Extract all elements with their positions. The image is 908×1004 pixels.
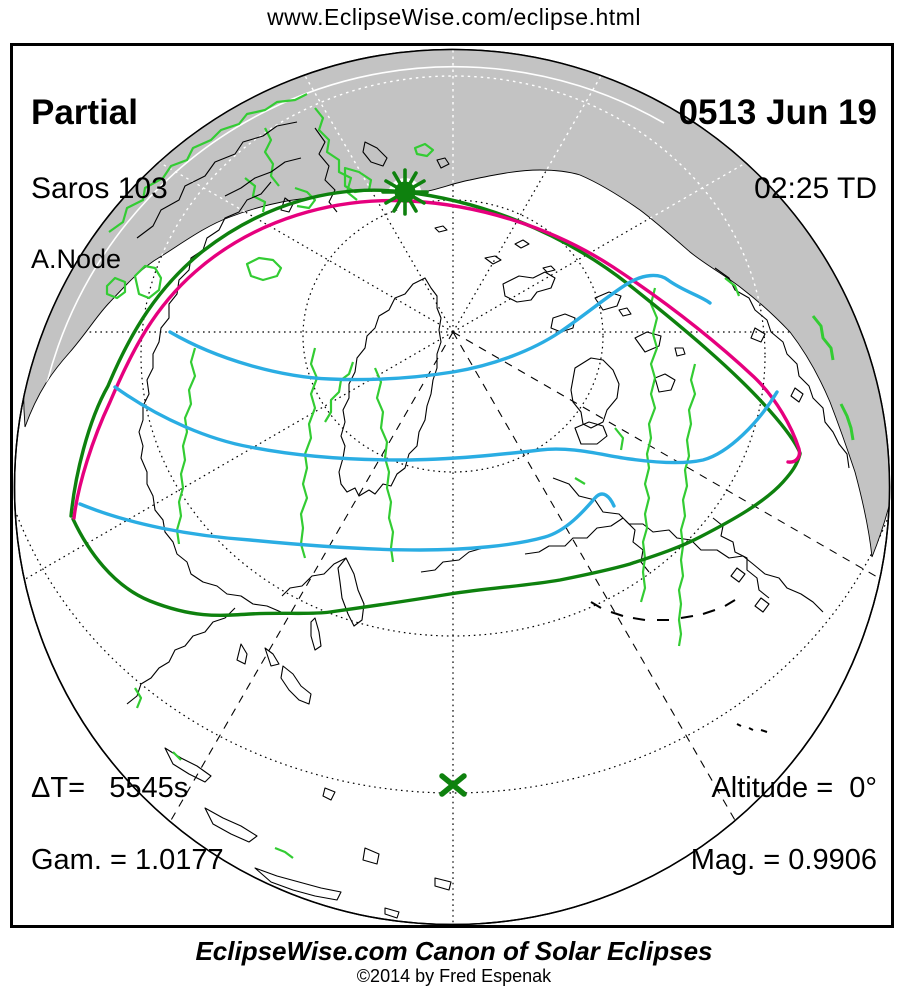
plate-top-left-block: Partial Saros 103 A.Node <box>31 54 168 314</box>
plate-bottom-left-block: ΔT= 5545s Gam. = 1.0177 <box>31 733 224 915</box>
date-label: 0513 Jun 19 <box>678 92 877 132</box>
eclipse-globe-map <box>13 48 891 925</box>
eclipse-type-label: Partial <box>31 92 138 132</box>
plate-bottom-right-block: Altitude = 0° Mag. = 0.9906 <box>691 733 877 915</box>
canon-title: EclipseWise.com Canon of Solar Eclipses <box>195 936 713 966</box>
eclipse-plate-frame: Partial Saros 103 A.Node 0513 Jun 19 02:… <box>10 43 894 928</box>
max-eclipse-curve-middle <box>113 385 779 465</box>
altitude-value: Altitude = 0° <box>711 772 877 805</box>
max-eclipse-curve-upper <box>168 273 712 382</box>
plate-top-right-block: 0513 Jun 19 02:25 TD <box>679 54 877 244</box>
delta-t-value: ΔT= 5545s <box>31 772 189 805</box>
gamma-value: Gam. = 1.0177 <box>31 844 224 877</box>
rise-set-curve <box>72 198 802 520</box>
copyright-line: ©2014 by Fred Espenak <box>356 966 552 986</box>
sunburst-marker <box>381 168 429 216</box>
max-eclipse-curve-lower <box>78 492 616 552</box>
page-url-text: www.EclipseWise.com/eclipse.html <box>267 4 641 30</box>
globe-limb <box>13 48 891 925</box>
x-marker <box>439 773 467 797</box>
time-label: 02:25 TD <box>754 171 877 205</box>
magnitude-value: Mag. = 0.9906 <box>690 844 877 877</box>
coastlines <box>105 93 855 919</box>
southern-limit-curve <box>71 452 802 617</box>
saros-label: Saros 103 <box>31 171 168 205</box>
node-label: A.Node <box>31 243 122 274</box>
